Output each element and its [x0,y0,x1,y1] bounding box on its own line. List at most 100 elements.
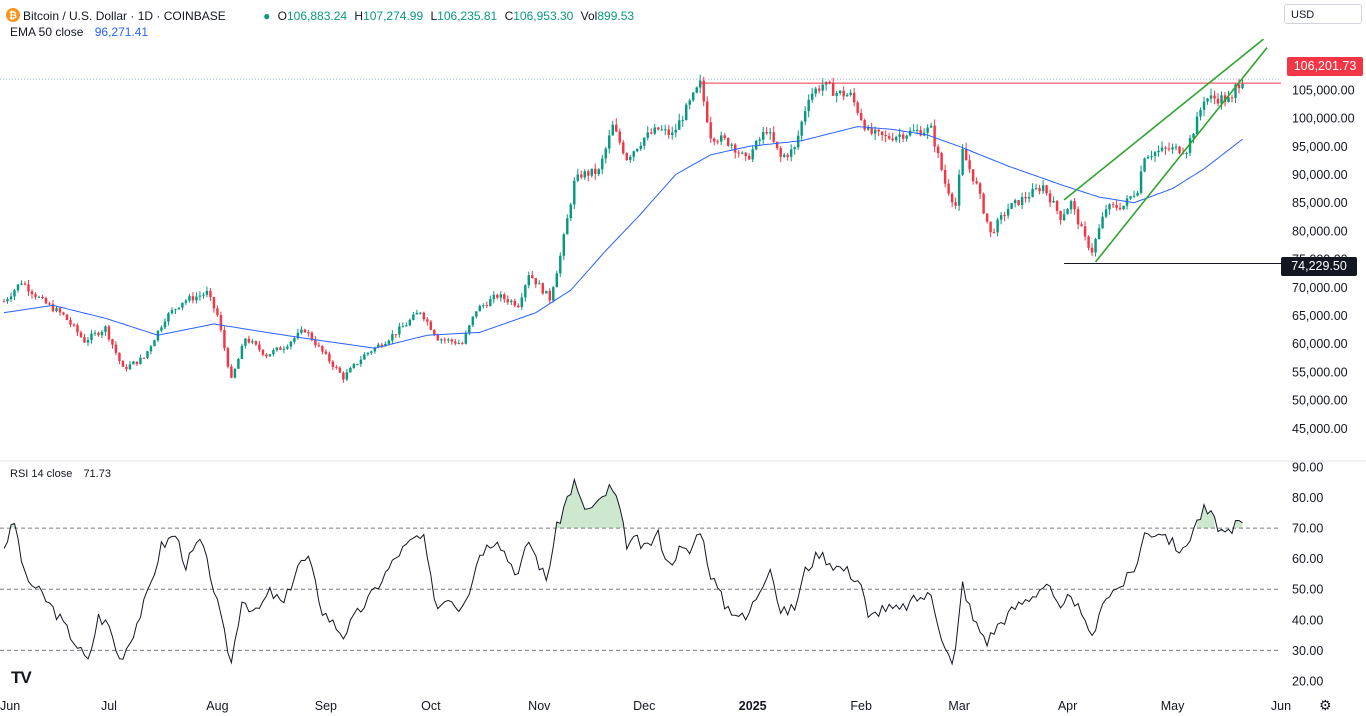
candle-body [1209,95,1213,99]
ohlc-h-label: H [354,9,364,23]
candle-body [212,297,216,309]
candle-body [356,363,359,365]
ohlc-o-label: O [277,9,287,23]
candle-body [216,308,219,316]
candle-body [352,364,356,368]
candle-body [779,148,782,157]
candle-body [139,357,142,364]
candle-body [412,314,415,320]
candle-body [531,275,534,279]
candle-body [587,171,590,176]
price-tick-label: 95,000.00 [1292,140,1348,154]
candle-body [86,340,90,343]
rsi-tick-label: 20.00 [1292,674,1323,688]
candle-body [429,321,433,330]
price-tick-label: 105,000.00 [1292,83,1355,97]
candle-body [237,359,240,369]
rsi-label[interactable]: RSI 14 close [10,468,73,480]
candle-body [461,343,464,345]
candle-body [1083,226,1087,237]
rsi-tick-label: 30.00 [1292,644,1323,658]
candle-body [223,330,226,349]
candle-body [538,283,541,285]
candle-body [394,334,398,336]
candle-body [1185,152,1188,154]
price-tick-label: 45,000.00 [1292,422,1348,436]
candle-body [1199,109,1202,117]
candle-body [622,142,625,154]
candle-body [457,343,461,345]
candle-body [786,154,789,157]
candle-body [471,316,475,326]
candle-body [1027,196,1031,199]
candle-body [629,156,632,161]
candle-body [408,319,412,326]
candle-body [719,135,723,142]
candle-body [576,174,579,181]
candle-body [41,296,44,299]
candle-body [1122,205,1125,210]
candle-body [908,130,912,136]
candle-body [1223,95,1227,102]
candle-body [590,168,593,176]
candle-body [880,131,884,136]
candle-body [838,90,842,94]
candle-body [650,132,653,134]
candle-body [1076,209,1080,225]
candle-body [83,336,86,343]
ema-value: 96,271.41 [94,25,149,39]
candle-body [877,129,880,132]
price-tick-label: 80,000.00 [1292,224,1348,238]
candle-body [772,132,775,142]
rsi-layer [0,477,1281,666]
candle-body [814,88,817,94]
time-tick-label: Dec [633,699,655,713]
candle-body [9,296,13,300]
currency-select[interactable]: USD [1284,4,1362,24]
ema-label[interactable]: EMA 50 close [10,25,84,39]
candle-body [926,127,929,133]
candle-body [69,320,72,325]
candle-body [62,312,65,315]
candle-body [97,332,100,336]
gear-icon[interactable]: ⚙ [1319,697,1332,713]
candle-body [181,302,184,308]
candle-body [737,152,740,154]
candle-body [996,219,999,233]
candle-body [454,341,457,344]
candle-body [16,284,20,291]
candle-body [1048,193,1052,203]
candles-layer [2,74,1244,383]
candle-body [489,299,492,307]
symbol-title[interactable]: Bitcoin / U.S. Dollar · 1D · COINBASE [23,9,226,23]
candle-body [6,299,9,302]
candle-body [1206,98,1209,102]
candle-body [1073,201,1076,210]
candle-body [1066,209,1069,215]
candle-body [167,313,170,322]
time-tick-label: Jul [101,699,117,713]
price-tick-label: 100,000.00 [1292,112,1355,126]
candle-body [149,346,153,352]
ohlc-h-value: 107,274.99 [363,9,424,23]
rsi-tick-label: 40.00 [1292,613,1323,627]
candle-body [699,80,702,88]
candle-body [1101,216,1104,229]
candle-body [307,332,310,334]
candle-body [968,160,971,170]
candle-body [1010,203,1013,209]
candle-body [314,339,317,346]
candle-body [513,300,517,306]
live-dot: ● [263,9,271,23]
candle-body [520,297,524,307]
candle-body [740,152,744,154]
candle-body [1160,147,1164,151]
currency-value: USD [1291,9,1315,21]
candle-body [615,124,618,132]
candle-body [293,338,296,342]
candle-body [55,308,58,312]
rsi-overbought-area [556,479,624,529]
candle-body [929,125,933,128]
candle-body [1192,133,1195,139]
